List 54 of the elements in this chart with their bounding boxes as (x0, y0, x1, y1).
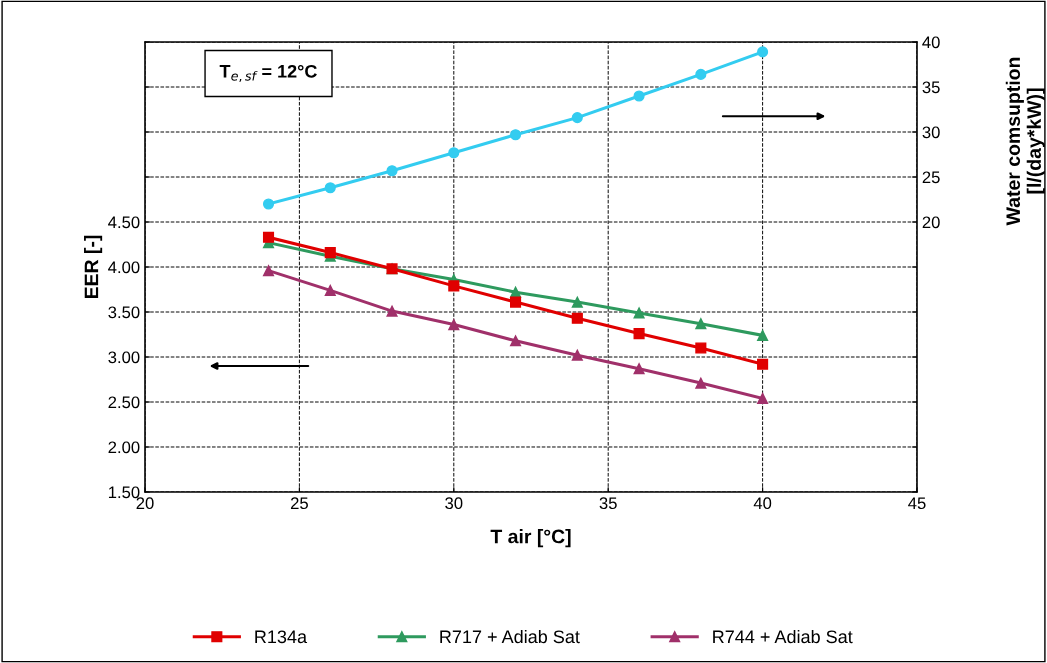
point (262, 231, 275, 243)
y2-tick-label: 35 (922, 81, 940, 94)
point (448, 319, 460, 331)
x-tick-label: 30 (445, 497, 463, 510)
y-tick-label: 4.00 (108, 261, 140, 274)
x-tick-label: 40 (753, 497, 772, 510)
point (571, 349, 583, 361)
point (448, 280, 460, 292)
point (695, 68, 707, 80)
point (510, 335, 522, 347)
y-axis-title: EER [-] (84, 235, 103, 299)
point (633, 328, 645, 340)
y2-tick-label: 20 (922, 216, 940, 229)
point (633, 363, 645, 375)
y2-tick-label: 30 (922, 126, 940, 139)
y-tick-label: 2.00 (108, 441, 140, 454)
point (448, 147, 460, 159)
point (386, 305, 398, 317)
x-tick-label: 35 (599, 497, 617, 510)
y-tick-label: 1.50 (108, 486, 140, 499)
point (510, 129, 522, 141)
point (757, 46, 769, 58)
x-axis-title: T air [°C] (490, 529, 571, 548)
annotation: T$_{e,sf}$ = 12°C (219, 64, 317, 82)
point (757, 329, 769, 341)
point (571, 312, 583, 324)
y2-tick-label: 40 (922, 36, 940, 49)
point (324, 284, 336, 296)
y-tick-label: 4.50 (108, 216, 140, 229)
point (695, 377, 707, 389)
point (262, 265, 275, 277)
point (262, 198, 275, 210)
legend-label: R744 + Adiab Sat (713, 629, 853, 644)
y-tick-label: 2.50 (108, 396, 140, 409)
legend-label: R717 + Adiab Sat (440, 629, 580, 644)
point (571, 296, 583, 308)
legend-label: R134a (255, 630, 308, 644)
x-tick-label: 20 (136, 497, 154, 510)
y-tick-label: 3.00 (108, 351, 140, 364)
point (633, 90, 645, 102)
point (324, 182, 336, 194)
point (633, 307, 645, 319)
point (386, 165, 398, 177)
point (571, 112, 583, 124)
point (757, 392, 769, 404)
point (695, 342, 707, 354)
point (757, 358, 769, 370)
x-tick-label: 25 (290, 497, 308, 510)
y2-axis-title: Water comsuption [l/(day*kW)] (1005, 57, 1045, 226)
point (695, 318, 707, 330)
y2-tick-label: 25 (922, 171, 940, 184)
y-tick-label: 3.50 (108, 306, 140, 319)
x-tick-label: 45 (908, 497, 926, 510)
point (510, 296, 522, 308)
